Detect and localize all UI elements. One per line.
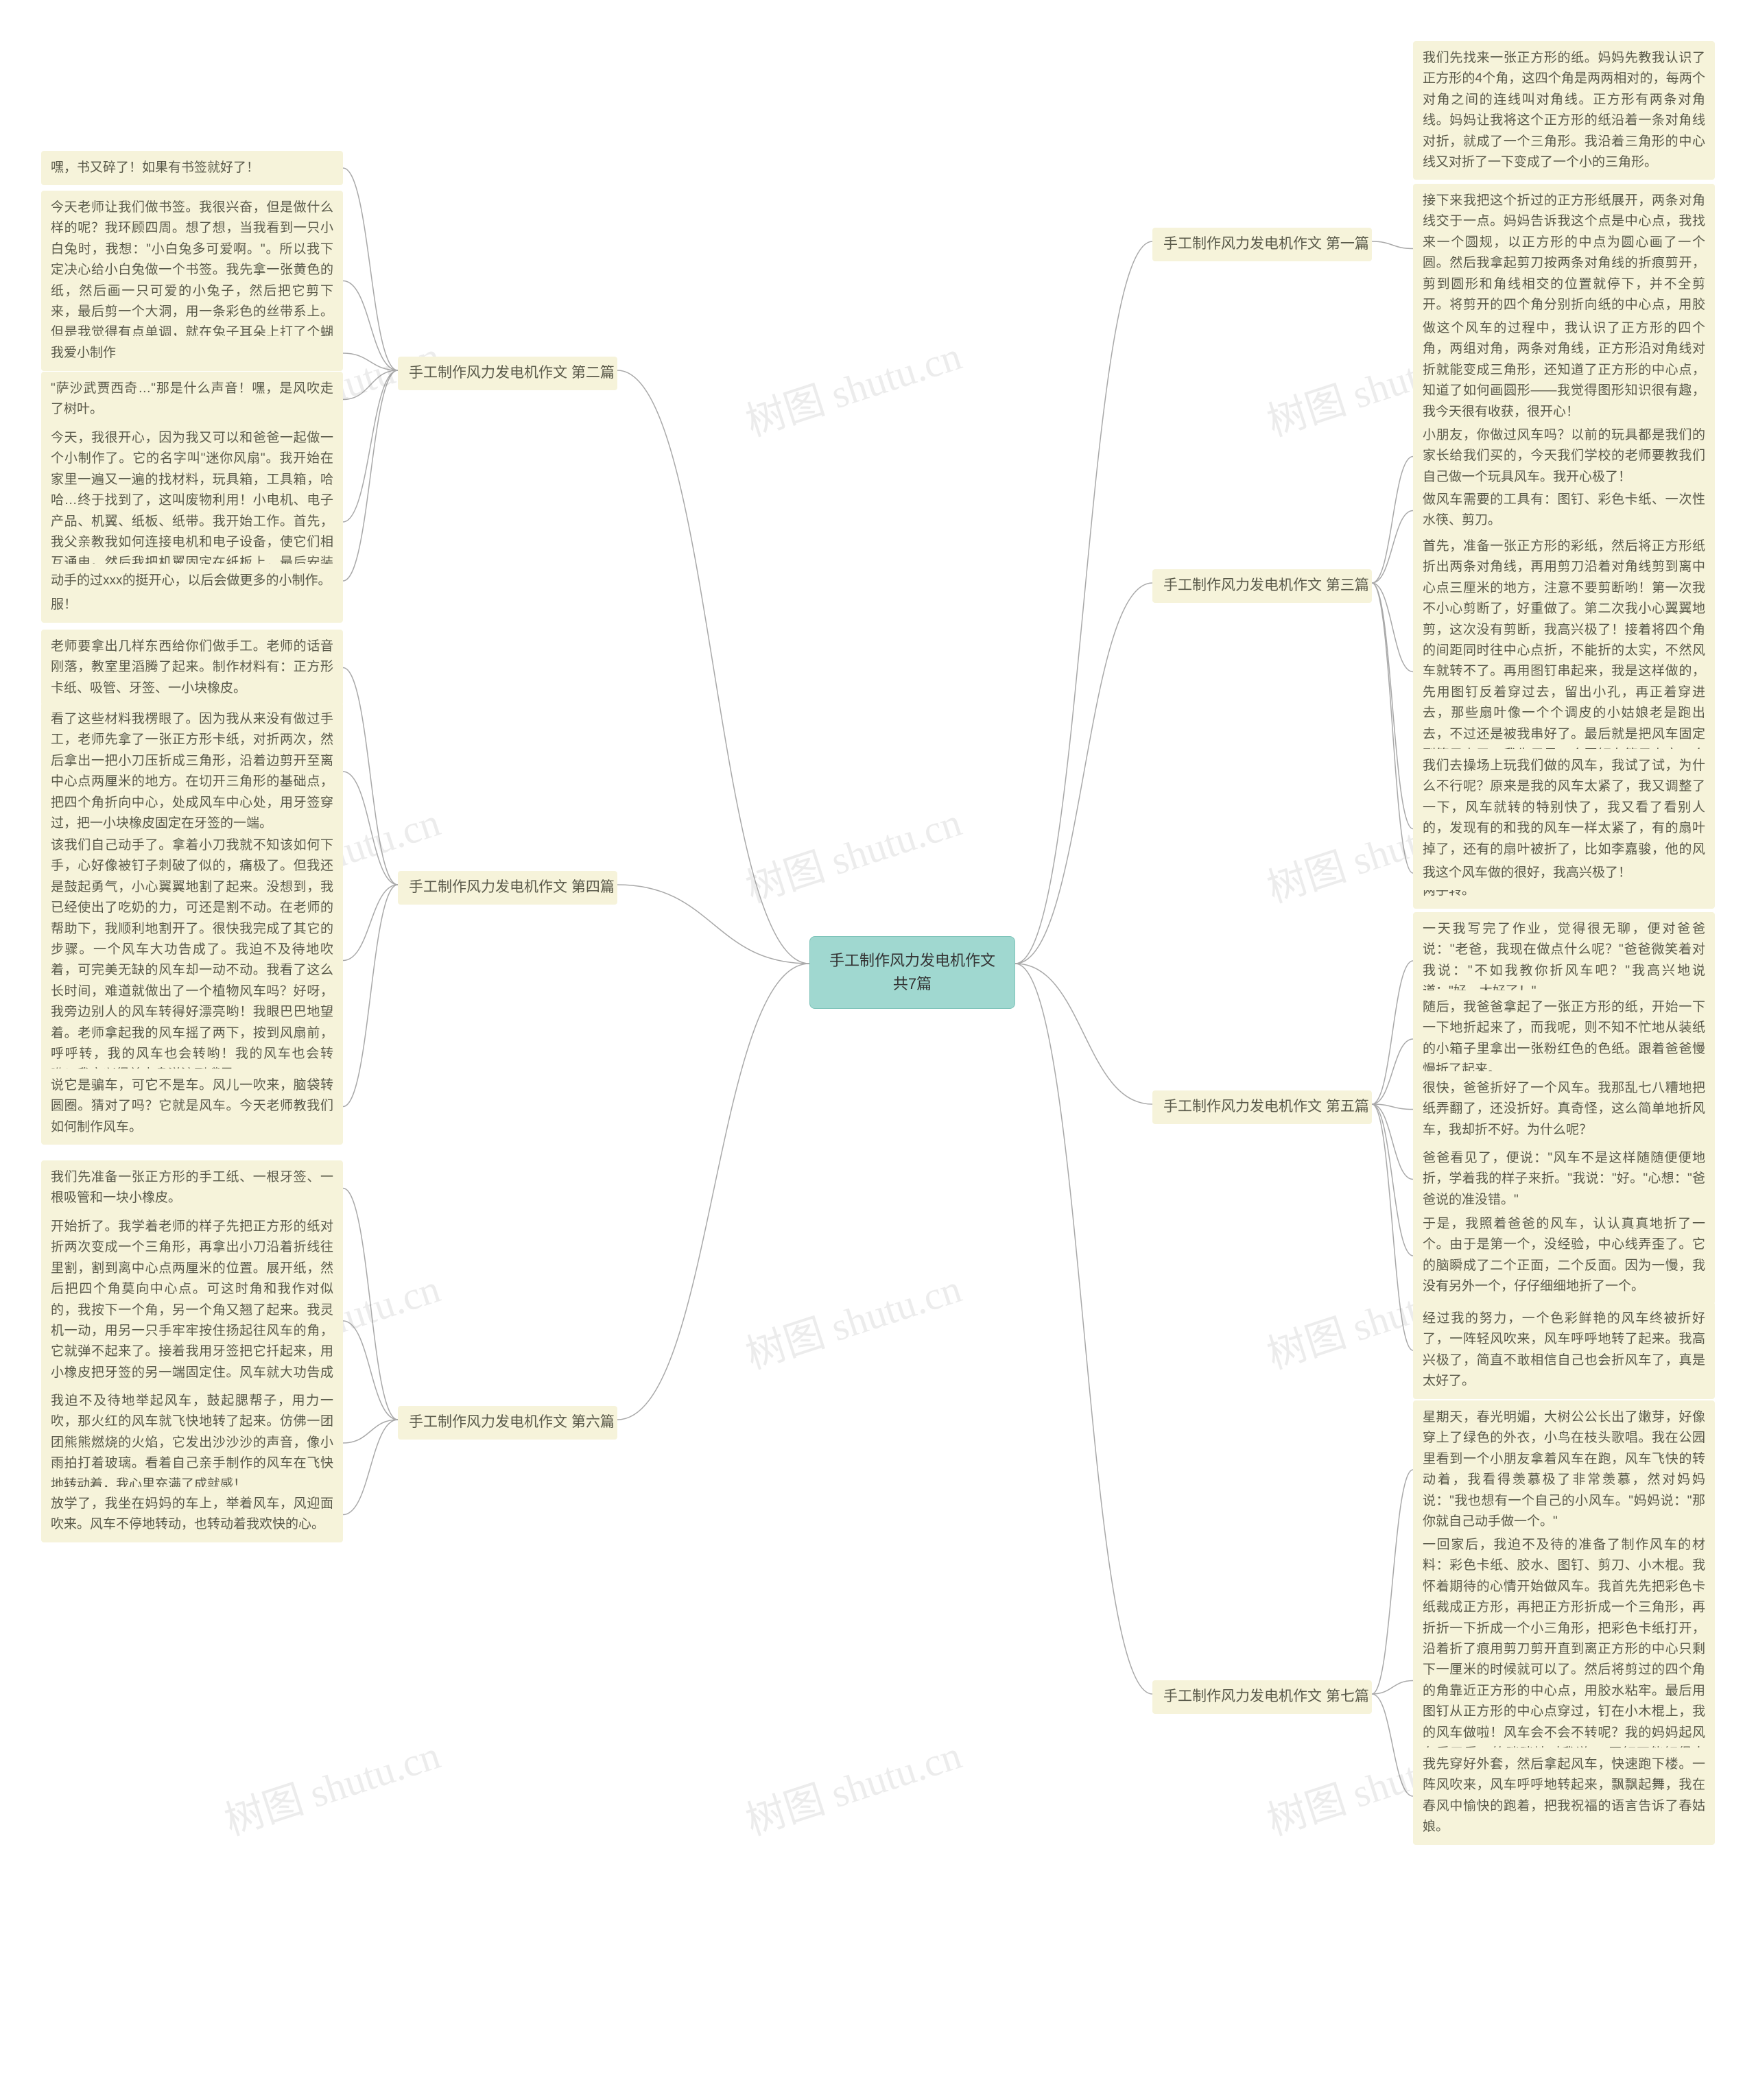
leaf: 经过我的努力，一个色彩鲜艳的风车终被折好了，一阵轻风吹来，风车呼呼地转了起来。我…: [1413, 1302, 1715, 1399]
leaf: 我先穿好外套，然后拿起风车，快速跑下楼。一阵风吹来，风车呼呼地转起来，飘飘起舞，…: [1413, 1747, 1715, 1845]
branch-b4[interactable]: 手工制作风力发电机作文 第四篇: [398, 871, 617, 905]
leaf: 爸爸看见了，便说："风车不是这样随随便便地折，学着我的样子来折。"我说："好。"…: [1413, 1141, 1715, 1217]
branch-b6[interactable]: 手工制作风力发电机作文 第六篇: [398, 1406, 617, 1440]
watermark: 树图 shutu.cn: [737, 324, 967, 447]
branch-b7[interactable]: 手工制作风力发电机作文 第七篇: [1152, 1680, 1372, 1714]
leaf: 于是，我照着爸爸的风车，认认真真地折了一个。由于是第一个，没经验，中心线弄歪了。…: [1413, 1207, 1715, 1304]
leaf: 做这个风车的过程中，我认识了正方形的四个角，两组对角，两条对角线，正方形沿对角线…: [1413, 311, 1715, 429]
watermark: 树图 shutu.cn: [737, 1723, 967, 1846]
leaf: 放学了，我坐在妈妈的车上，举着风车，风迎面吹来。风车不停地转动，也转动着我欢快的…: [41, 1487, 343, 1542]
leaf: 很快，爸爸折好了一个风车。我那乱七八糟地把纸弄翻了，还没折好。真奇怪，这么简单地…: [1413, 1071, 1715, 1147]
leaf: 我爱小制作: [41, 336, 343, 370]
leaf: 看了这些材料我楞眼了。因为我从来没有做过手工，老师先拿了一张正方形卡纸，对折两次…: [41, 702, 343, 841]
leaf: 老师要拿出几样东西给你们做手工。老师的话音刚落，教室里滔腾了起来。制作材料有：正…: [41, 630, 343, 706]
branch-b2[interactable]: 手工制作风力发电机作文 第二篇: [398, 357, 617, 390]
leaf: 星期天，春光明媚，大树公公长出了嫩芽，好像穿上了绿色的外衣，小鸟在枝头歌唱。我在…: [1413, 1400, 1715, 1539]
leaf: 我们先准备一张正方形的手工纸、一根牙签、一根吸管和一块小橡皮。: [41, 1160, 343, 1216]
leaf: 我这个风车做的很好，我高兴极了！: [1413, 856, 1715, 890]
branch-b3[interactable]: 手工制作风力发电机作文 第三篇: [1152, 569, 1372, 603]
leaf: 嘿，书又碎了！如果有书签就好了！: [41, 151, 343, 185]
leaf: 动手的过xxx的挺开心，以后会做更多的小制作。: [41, 564, 343, 598]
leaf: 我迫不及待地举起风车，鼓起腮帮子，用力一吹，那火红的风车就飞快地转了起来。仿佛一…: [41, 1384, 343, 1502]
branch-b5[interactable]: 手工制作风力发电机作文 第五篇: [1152, 1090, 1372, 1124]
branch-b1[interactable]: 手工制作风力发电机作文 第一篇: [1152, 228, 1372, 261]
watermark: 树图 shutu.cn: [737, 1256, 967, 1380]
root-node: 手工制作风力发电机作文共7篇: [809, 936, 1015, 1009]
leaf: "萨沙武贾西奇…"那是什么声音！嘿，是风吹走了树叶。: [41, 372, 343, 427]
watermark: 树图 shutu.cn: [737, 790, 967, 914]
leaf: 我们先找来一张正方形的纸。妈妈先教我认识了正方形的4个角，这四个角是两两相对的，…: [1413, 41, 1715, 180]
watermark: 树图 shutu.cn: [216, 1723, 446, 1846]
leaf: 说它是骗车，可它不是车。风儿一吹来，脑袋转圆圈。猜对了吗？它就是风车。今天老师教…: [41, 1069, 343, 1145]
leaf: 该我们自己动手了。拿着小刀我就不知该如何下手，心好像被钉子刺破了似的，痛极了。但…: [41, 828, 343, 1093]
